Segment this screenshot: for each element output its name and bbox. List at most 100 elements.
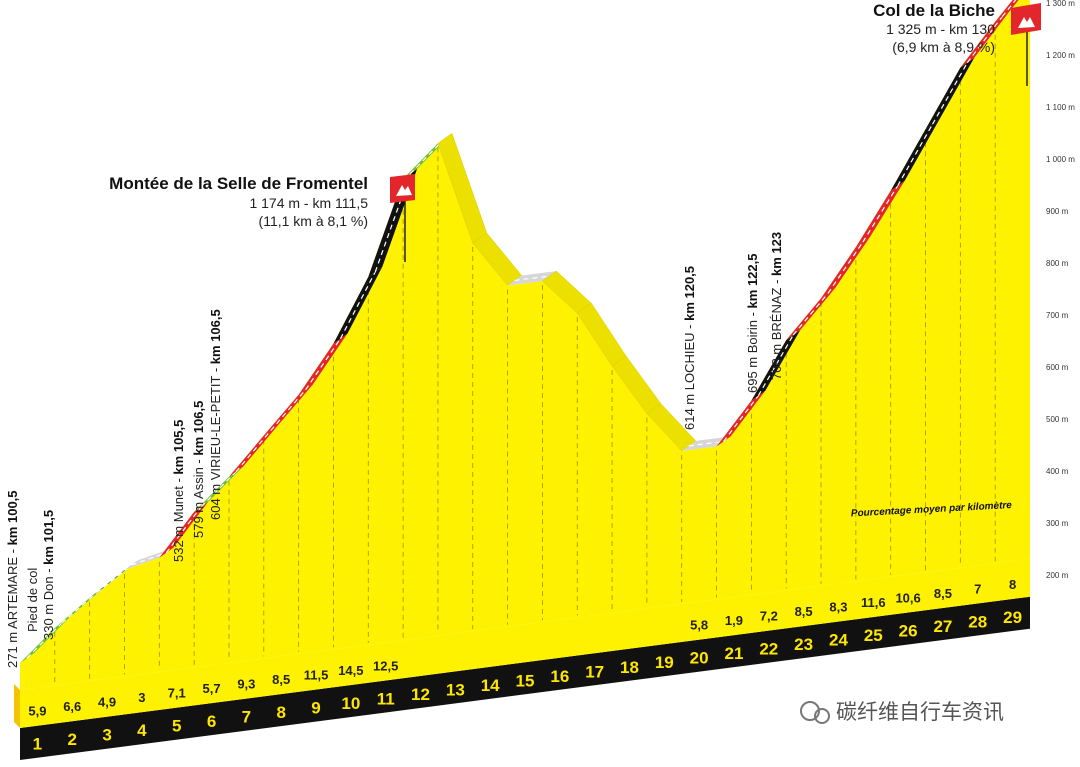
km-marker-labels: 1 2 3 4 5 6 7 8 9 10 11 12 13 14 15 16 17 18 19 20 21 22 23 24 2… — [33, 608, 1022, 754]
summit-col-de-la-biche: Col de la Biche 1 325 m - km 130 (6,9 km… — [873, 1, 1041, 86]
summit-2-name: Col de la Biche — [873, 1, 995, 20]
gradient-label: 5,9 — [28, 704, 46, 719]
km-marker-label: 3 — [102, 726, 111, 745]
km-marker-label: 14 — [481, 676, 500, 695]
km-marker-label: 9 — [311, 699, 320, 718]
km-gridlines — [54, 25, 996, 684]
waypoint-munet: 532 m Munet - km 105,5 — [171, 420, 186, 562]
km-marker-label: 2 — [68, 730, 77, 749]
gradient-label: 7,2 — [760, 609, 778, 624]
waypoint-brenaz: 708 m BRÉNAZ - km 123 — [769, 232, 784, 380]
km-marker-label: 22 — [759, 640, 778, 659]
km-marker-label: 5 — [172, 717, 181, 736]
ridge-segment — [507, 271, 557, 286]
gradient-label: 7 — [974, 581, 981, 596]
gradient-label: 7,1 — [168, 686, 186, 701]
altitude-tick-label: 1 200 m — [1046, 51, 1075, 60]
ridge-segment — [890, 119, 940, 191]
ridge-centerline — [827, 241, 864, 294]
waypoint-labels: 271 m ARTEMARE - km 100,5 Pied de col 33… — [5, 232, 784, 668]
ridge-centerline — [235, 430, 272, 473]
ridge-centerline — [862, 185, 899, 243]
ridge-centerline — [723, 395, 759, 442]
summit-selle-de-fromentel: Montée de la Selle de Fromentel 1 174 m … — [109, 174, 415, 262]
km-marker-label: 25 — [864, 626, 883, 645]
band-side — [14, 684, 20, 728]
ridge-segment — [855, 180, 905, 248]
gradient-label: 12,5 — [373, 658, 398, 673]
km-marker-label: 24 — [829, 631, 848, 650]
ridge-centerline — [966, 16, 1003, 64]
altitude-tick-label: 500 m — [1046, 415, 1069, 424]
km-marker-label: 7 — [242, 708, 251, 727]
altitude-tick-label: 1 300 m — [1046, 0, 1075, 8]
altitude-tick-label: 900 m — [1046, 207, 1069, 216]
km-marker-label: 1 — [33, 735, 42, 754]
summit-1-alt: 1 174 m - km 111,5 — [249, 195, 368, 211]
km-marker-label: 11 — [377, 689, 395, 708]
km-marker-label: 6 — [207, 712, 216, 731]
summit-1-name: Montée de la Selle de Fromentel — [109, 174, 368, 193]
ridge-centerline — [1001, 0, 1017, 18]
waypoint-don: 330 m Don - km 101,5 — [41, 510, 56, 640]
summit-1-climb: (11,1 km à 8,1 %) — [259, 213, 368, 229]
altitude-tick-label: 1 100 m — [1046, 103, 1075, 112]
waypoint-virieu: 604 m VIRIEU-LE-PETIT - km 106,5 — [208, 309, 223, 520]
summit-2-climb: (6,9 km à 8,9 %) — [892, 39, 995, 55]
km-marker-label: 26 — [899, 622, 918, 641]
km-marker-label: 23 — [794, 635, 813, 654]
gradient-label: 6,6 — [63, 699, 81, 714]
km-marker-label: 28 — [968, 612, 987, 631]
waypoint-assin: 579 m Assin - km 106,5 — [191, 401, 206, 538]
gradient-ridge — [20, 0, 1019, 664]
ridge-centerline — [688, 440, 724, 447]
km-marker-label: 20 — [690, 649, 709, 668]
km-marker-label: 12 — [411, 685, 430, 704]
gradient-label: 10,6 — [895, 591, 920, 606]
summit-2-alt: 1 325 m - km 130 — [886, 21, 995, 37]
km-marker-label: 29 — [1003, 608, 1022, 627]
summit-flag-icon — [1011, 3, 1041, 35]
km-marker-label: 27 — [933, 617, 952, 636]
ridge-segment — [20, 618, 69, 664]
altitude-tick-label: 300 m — [1046, 519, 1069, 528]
gradient-label: 11,5 — [304, 668, 329, 683]
watermark-text: 碳纤维自行车资讯 — [836, 701, 1004, 724]
gradient-labels: 5,9 6,6 4,9 3 7,1 5,7 9,3 8,5 11,5 14,5 12,5 5,8 1,9… — [28, 577, 1016, 719]
km-marker-label: 16 — [550, 667, 569, 686]
waypoint-artemare: 271 m ARTEMARE - km 100,5 — [5, 490, 20, 668]
altitude-tick-label: 700 m — [1046, 311, 1069, 320]
ridge-centerline — [131, 552, 167, 566]
base-bars — [14, 558, 1030, 760]
waypoint-lochieu: 614 m LOCHIEU - km 120,5 — [682, 266, 697, 430]
gradient-label: 8 — [1009, 577, 1016, 592]
ridge-centerline — [792, 292, 829, 336]
waypoint-boirin: 695 m Boirin - km 122,5 — [745, 254, 760, 393]
km-marker-label: 18 — [620, 658, 639, 677]
altitude-tick-label: 200 m — [1046, 571, 1069, 580]
ridge-centerline — [514, 275, 550, 282]
ridge-centerline — [931, 62, 968, 125]
ridge-centerline — [897, 123, 934, 187]
ridge-segment — [925, 57, 975, 130]
watermark: 碳纤维自行车资讯 — [800, 701, 1004, 724]
gradient-label: 8,5 — [934, 586, 952, 601]
km-marker-label: 4 — [137, 721, 147, 740]
gradient-label: 8,3 — [829, 600, 847, 615]
altitude-tick-label: 800 m — [1046, 259, 1069, 268]
km-marker-label: 21 — [725, 644, 744, 663]
ridge-segment — [995, 0, 1019, 22]
ridge-segment — [194, 466, 243, 512]
wechat-icon — [800, 701, 820, 721]
gradient-label: 14,5 — [338, 663, 363, 678]
gradient-label: 5,7 — [203, 681, 221, 696]
altitude-tick-label: 600 m — [1046, 363, 1069, 372]
ridge-centerline — [61, 592, 98, 624]
gradient-band — [20, 558, 1030, 728]
altitude-tick-label: 1 000 m — [1046, 155, 1075, 164]
gradient-label: 3 — [138, 690, 145, 705]
km-marker-label: 10 — [341, 694, 360, 713]
altitude-tick-label: 400 m — [1046, 467, 1069, 476]
